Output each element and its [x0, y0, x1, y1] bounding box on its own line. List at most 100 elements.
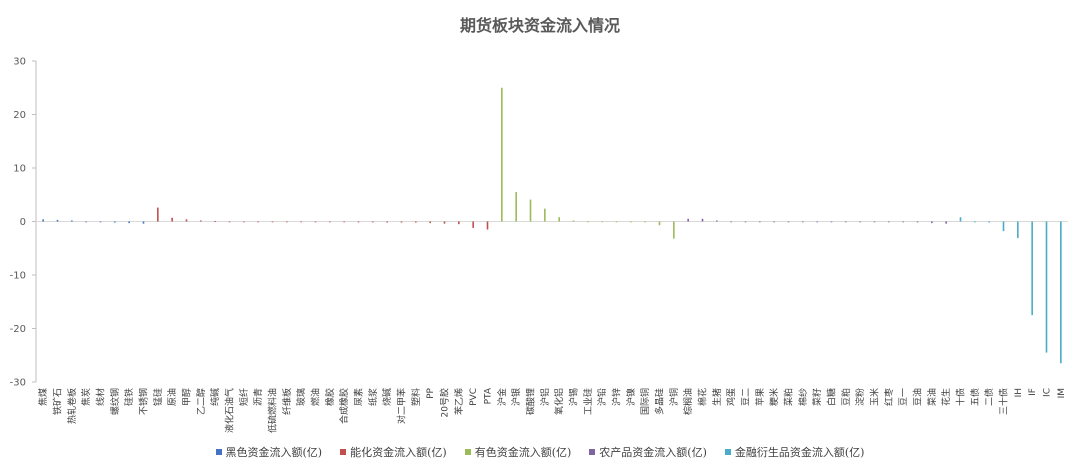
- x-tick-label: 棉纱: [797, 388, 809, 406]
- x-tick-label: 氧化铝: [553, 388, 565, 415]
- x-tick-label: 菜粕: [783, 388, 795, 406]
- x-tick-label: IF: [1028, 388, 1038, 396]
- x-tick-label: 不锈钢: [138, 388, 150, 415]
- bar-螺纹钢: [114, 221, 116, 223]
- x-tick-label: 甲醇: [181, 388, 193, 406]
- legend-item: 金融衍生品资金流入额(亿): [724, 444, 865, 460]
- bar-焦炭: [85, 221, 87, 223]
- x-tick-label: 沪铜: [668, 388, 680, 406]
- x-tick-label: 线材: [95, 388, 107, 406]
- legend-item: 黑色资金流入额(亿): [215, 444, 323, 460]
- bar-PP: [429, 221, 431, 224]
- bar-棉纱: [802, 221, 804, 223]
- y-tick-label: -30: [10, 378, 26, 389]
- bar-花生: [945, 221, 947, 224]
- legend-item: 农产品资金流入额(亿): [589, 444, 707, 460]
- bar-纯碱: [214, 220, 216, 222]
- bar-PVC: [472, 221, 474, 228]
- x-tick-label: 鸡蛋: [725, 388, 737, 406]
- x-tick-label: 橡胶: [324, 388, 336, 406]
- bar-橡胶: [329, 221, 331, 223]
- x-tick-label: 十债: [955, 388, 967, 406]
- x-tick-label: 液化石油气: [224, 388, 236, 433]
- x-tick-label: 棕榈油: [682, 388, 694, 415]
- bar-焦煤: [42, 219, 44, 222]
- x-tick-label: 菜油: [926, 388, 938, 406]
- bar-烧碱: [386, 221, 388, 223]
- bar-氧化铝: [558, 217, 560, 222]
- bar-白糖: [830, 221, 833, 223]
- x-tick-label: 塑料: [410, 388, 422, 406]
- x-tick-label: 燃油: [310, 388, 322, 406]
- x-tick-label: IH: [1014, 388, 1024, 397]
- x-tick-label: IC: [1043, 388, 1053, 397]
- x-tick-label: 红枣: [883, 388, 895, 406]
- bar-热轧卷板: [71, 220, 73, 222]
- legend-swatch: [215, 449, 222, 455]
- bar-低硫燃料油: [271, 221, 274, 223]
- bar-沪铜: [673, 221, 675, 239]
- bar-红枣: [888, 221, 890, 223]
- bar-生猪: [716, 220, 718, 222]
- bar-IC: [1045, 221, 1048, 353]
- x-tick-label: 沥青: [252, 388, 264, 406]
- bar-液化石油气: [228, 221, 231, 223]
- bar-豆二: [744, 221, 747, 223]
- chart-title: 期货板块资金流入情况: [459, 16, 620, 35]
- bar-二债: [988, 221, 990, 223]
- x-tick-label: 沪银: [510, 388, 522, 406]
- bar-20号胶: [443, 221, 446, 224]
- bar-chart: 30 20 10 0 -10 -20 -30 焦煤 铁矿石 热轧卷板 焦炭 线材 螺纹钢 硅铁 不锈钢 锰硅…: [10, 57, 1068, 433]
- legend-swatch: [724, 449, 731, 455]
- x-tick-label: 纸浆: [367, 388, 379, 406]
- x-tick-label: 低硫燃料油: [267, 388, 279, 433]
- x-tick-label: 沪锡: [568, 388, 580, 406]
- legend-item: 能化资金流入额(亿): [340, 444, 447, 460]
- x-tick-label: 沪镍: [625, 388, 637, 406]
- bar-豆一: [902, 221, 904, 223]
- bar-沪锡: [572, 220, 575, 222]
- bar-合成橡胶: [343, 221, 345, 223]
- x-tick-label: 短纤: [238, 388, 250, 406]
- bar-苹果: [759, 221, 761, 223]
- bar-棕榈油: [687, 218, 689, 222]
- bar-豆粕: [845, 221, 847, 223]
- x-tick-label: 玉米: [869, 388, 881, 406]
- bar-淀粉: [859, 221, 861, 223]
- legend-label: 黑色资金流入额(亿): [225, 446, 323, 459]
- x-tick-label: 铁矿石: [52, 388, 64, 415]
- legend-label: 农产品资金流入额(亿): [599, 446, 707, 459]
- legend-label: 能化资金流入额(亿): [350, 446, 447, 459]
- bar-棉花: [701, 218, 704, 222]
- x-tick-label: 碳酸锂: [525, 388, 537, 415]
- y-tick-label: -20: [10, 324, 26, 335]
- bar-燃油: [314, 221, 317, 223]
- x-tick-label: 沪锌: [611, 388, 623, 406]
- bar-鸡蛋: [730, 221, 732, 223]
- bar-纸浆: [372, 221, 374, 223]
- bar-三十债: [1002, 221, 1005, 232]
- y-tick-label: 0: [20, 217, 26, 228]
- x-tick-label: 沪金: [496, 388, 508, 406]
- bar-线材: [99, 221, 102, 223]
- bar-铁矿石: [56, 219, 59, 222]
- bar-短纤: [243, 221, 245, 223]
- legend-label: 金融衍生品资金流入额(亿): [734, 446, 865, 459]
- x-tick-label: 豆一: [898, 388, 909, 406]
- x-tick-label: 纤维板: [281, 388, 293, 415]
- bar-IF: [1031, 221, 1033, 316]
- x-tick-label: 热轧卷板: [66, 388, 78, 424]
- bar-PTA: [486, 221, 489, 230]
- x-tick-label: 硅铁: [123, 388, 135, 406]
- x-tick-label: 粳米: [768, 388, 780, 406]
- bar-国际铜: [644, 221, 646, 223]
- x-tick-label: 焦炭: [80, 388, 92, 406]
- legend-swatch: [464, 449, 471, 455]
- bars: [42, 87, 1062, 364]
- x-tick-label: 豆二: [741, 388, 752, 406]
- x-tick-label: 苯乙烯: [453, 388, 465, 415]
- bar-对二甲苯: [400, 221, 403, 223]
- bar-纤维板: [286, 221, 288, 223]
- x-tick-label: 合成橡胶: [338, 388, 350, 424]
- legend-swatch: [340, 449, 347, 455]
